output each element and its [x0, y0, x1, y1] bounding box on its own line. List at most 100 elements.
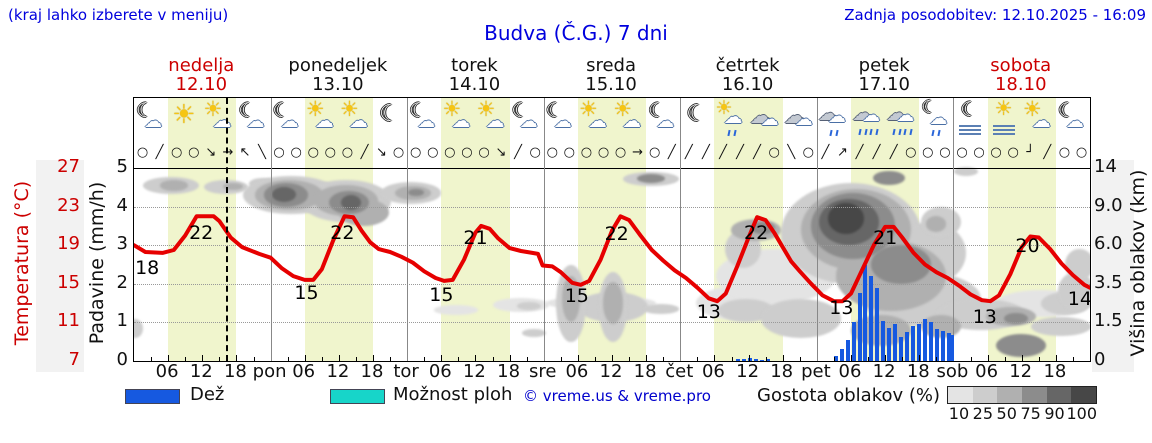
weather-icon-moon-fog: ☾: [954, 99, 988, 138]
x-tick: [355, 357, 357, 361]
cloud-icon: ☁: [794, 109, 813, 130]
weather-icon-moon-cloud: ☾ ☁: [271, 99, 305, 138]
day-separator: [953, 98, 955, 361]
raindrop-icon: [732, 129, 737, 137]
wind-symbol: ╱: [155, 145, 164, 160]
wind-symbol: ○: [1058, 145, 1071, 160]
wind-symbol: →: [632, 145, 644, 160]
x-tick: [1072, 357, 1074, 361]
wind-symbol: ○: [444, 145, 456, 160]
cloud-density-scale: [947, 386, 1097, 404]
x-tick: [936, 357, 938, 361]
moon-icon: ☾: [648, 98, 667, 122]
x-tick: [321, 357, 323, 361]
temperature-value-label: 22: [604, 222, 629, 245]
wind-symbol: ○: [990, 145, 1002, 160]
rain-bar: [946, 333, 951, 361]
density-scale-value: 90: [1044, 404, 1065, 423]
weather-icon-moon-cloud: ☾ ☁: [237, 99, 271, 138]
x-tick: [851, 355, 852, 361]
wind-symbol: ○: [563, 145, 575, 160]
showers-legend-swatch: [330, 389, 385, 404]
day-name: sreda: [586, 55, 636, 76]
x-tick: [390, 357, 392, 361]
cloud-icon: ☁: [587, 110, 607, 132]
sun-icon: ☀: [203, 97, 223, 121]
x-tick: [731, 357, 733, 361]
day-date: 16.10: [721, 74, 774, 95]
cloud-axis-title: Višina oblakov (km): [1127, 169, 1149, 357]
daylight-band: [441, 98, 510, 361]
wind-symbol: ○: [546, 145, 558, 160]
weather-icon-sun-cloud: ☀ ☁: [305, 99, 339, 138]
cloud-tick-label: 3.5: [1094, 271, 1123, 293]
wind-symbol: ○: [580, 145, 593, 160]
x-tick: [168, 355, 170, 361]
weather-icon-sun-cloud: ☀ ☁: [612, 99, 646, 138]
moon-icon: ☾: [238, 98, 257, 122]
cloud-blob: [870, 245, 932, 284]
wind-symbol: ╱: [701, 145, 710, 160]
x-tick: [202, 355, 204, 361]
x-tick: [885, 355, 887, 361]
x-tick: [594, 357, 596, 361]
temperature-curve: [134, 214, 1090, 304]
right-axis-strip: [1092, 160, 1134, 372]
day-separator: [543, 98, 545, 361]
x-tick: [253, 357, 255, 361]
rain-bar: [846, 339, 851, 361]
weather-icon-cloud-heavy-rain: ☁ ☁: [885, 99, 919, 138]
rain-legend-swatch: [125, 389, 180, 404]
weather-icon-moon: ☾: [680, 99, 714, 138]
density-scale-value: 75: [1020, 404, 1041, 423]
rain-bar: [934, 329, 939, 361]
cloud-icon: ☁: [348, 110, 368, 132]
precip-tick-label: 0: [116, 349, 128, 370]
wind-symbol: ╱: [736, 145, 744, 160]
wind-symbol: ○: [1007, 145, 1019, 160]
cloud-icon: ☁: [212, 110, 232, 132]
x-tick: [287, 357, 289, 361]
wind-symbol: ╱: [889, 145, 898, 160]
x-tick: [492, 357, 494, 361]
cloud-blob: [954, 167, 978, 177]
x-tick-label: sob: [936, 361, 969, 382]
wind-symbol: ╱: [753, 145, 761, 160]
wind-symbol: ╱: [667, 145, 676, 160]
left-axis-strip: [36, 160, 84, 372]
weather-icon-cloud-rain: ☁ ☁: [817, 99, 851, 138]
cloud-icon: ☁: [485, 110, 505, 132]
x-tick: [868, 357, 870, 361]
moon-icon: ☾: [379, 101, 400, 127]
wind-symbol: ╱: [360, 145, 369, 160]
cloud-blob: [1065, 249, 1090, 280]
fog-line-icon: [992, 133, 1015, 135]
wind-symbol: ╱: [821, 145, 830, 160]
wind-symbol: ○: [597, 145, 610, 160]
cloud-icon: ☁: [314, 110, 334, 132]
page-title: Budva (Č.G.) 7 dni: [484, 21, 668, 45]
rain-bar: [911, 325, 915, 361]
copyright-link[interactable]: © vreme.us & vreme.pro: [523, 387, 711, 405]
rain-bar: [765, 359, 770, 361]
wind-symbol: ○: [188, 145, 200, 160]
rain-bar: [839, 349, 844, 361]
temperature-value-label: 13: [829, 296, 854, 319]
x-tick: [748, 355, 750, 361]
cloud-icon: ☁: [622, 110, 642, 132]
rain-bar: [916, 324, 921, 361]
day-separator: [407, 98, 409, 361]
sun-icon: ☀: [476, 97, 496, 121]
rain-bar: [747, 358, 752, 361]
cloud-blob: [433, 305, 479, 315]
day-header-petek: petek 17.10: [816, 56, 953, 96]
x-tick: [1021, 355, 1023, 361]
rain-bar: [904, 332, 909, 361]
x-tick-label: 18: [633, 361, 657, 382]
current-time-line: [225, 98, 228, 361]
x-tick: [304, 355, 306, 361]
density-scale-value: 25: [972, 404, 994, 423]
weather-icon-moon-cloud: ☾ ☁: [1056, 99, 1090, 138]
wind-symbol: ○: [341, 145, 354, 160]
temp-tick-label: 7: [68, 349, 80, 370]
